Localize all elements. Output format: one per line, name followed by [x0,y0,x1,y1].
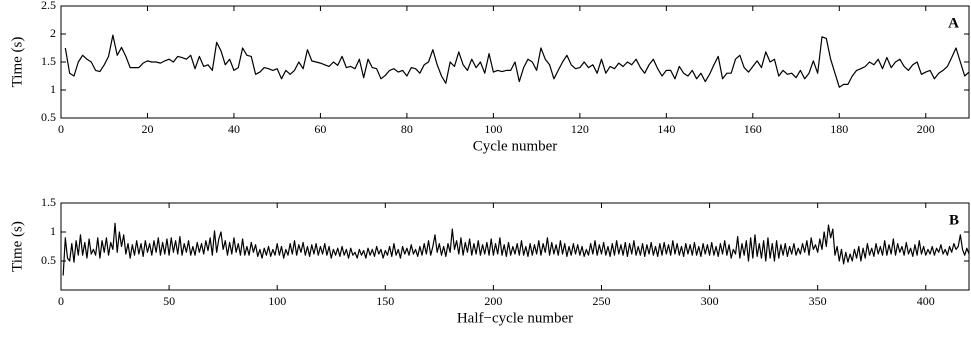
y-tick-label: 1.5 [41,195,56,209]
x-tick-label: 20 [141,122,153,136]
y-axis-label: Time (s) [9,221,25,272]
x-tick-label: 0 [58,294,64,308]
x-tick-label: 100 [268,294,286,308]
y-tick-label: 2 [50,26,56,40]
x-tick-label: 400 [917,294,935,308]
y-tick-label: 1 [50,82,56,96]
x-axis-label: Cycle number [473,138,558,154]
y-tick-label: 1 [50,224,56,238]
x-tick-label: 150 [376,294,394,308]
x-tick-label: 100 [484,122,502,136]
data-line [62,222,970,276]
x-tick-label: 180 [830,122,848,136]
data-line [64,34,970,88]
y-tick-label: 0.5 [41,110,56,124]
panel-label: B [949,212,959,228]
x-tick-label: 60 [314,122,326,136]
x-tick-label: 200 [917,122,935,136]
x-tick-label: 50 [163,294,175,308]
y-tick-label: 0.5 [41,253,56,267]
x-tick-label: 250 [592,294,610,308]
y-tick-label: 1.5 [41,54,56,68]
x-tick-label: 350 [809,294,827,308]
x-axis-label: Half−cycle number [457,310,573,326]
y-tick-label: 2.5 [41,0,56,12]
x-tick-label: 140 [657,122,675,136]
plot-frame [60,202,970,291]
x-tick-label: 0 [58,122,64,136]
x-tick-label: 80 [401,122,413,136]
y-axis-label: Time (s) [9,37,25,88]
x-tick-label: 160 [744,122,762,136]
x-tick-label: 40 [228,122,240,136]
panel-label: A [948,15,959,31]
x-tick-label: 200 [484,294,502,308]
x-tick-label: 120 [571,122,589,136]
x-tick-label: 300 [701,294,719,308]
